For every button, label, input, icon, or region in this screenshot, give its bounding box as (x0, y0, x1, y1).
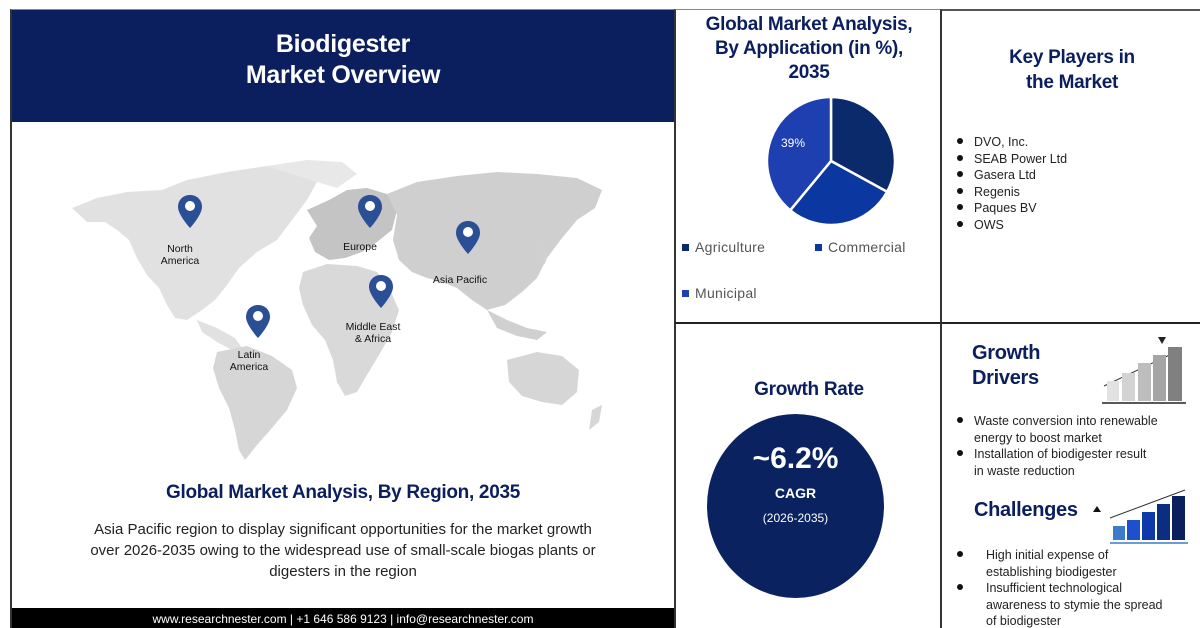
cagr-value: ~6.2% (752, 442, 839, 475)
legend-swatch (682, 289, 689, 297)
legend-commercial: Commercial (815, 239, 906, 255)
legend-agriculture: Agriculture (682, 239, 765, 255)
pie-slice-agriculture (829, 95, 897, 194)
page-title-line2: Market Overview (245, 61, 441, 89)
growth-drivers-list: Waste conversion into renewable energy to… (956, 413, 1196, 479)
cagr-circle: ~6.2% CAGR (2026-2035) (707, 414, 884, 598)
south-america-shape (213, 346, 297, 460)
drivers-challenges-panel: Growth Drivers Waste conversion into ren… (940, 322, 1200, 628)
list-item: High initial expense of establishing biod… (956, 547, 1196, 580)
challenges-list: High initial expense of establishing biod… (956, 547, 1196, 628)
legend-swatch (682, 243, 689, 251)
list-item: Installation of biodigester result in was… (956, 446, 1196, 479)
application-chart-title: Global Market Analysis, By Application (… (705, 14, 913, 83)
map-pin-latin-america-icon (246, 305, 270, 338)
legend-municipal: Municipal (682, 285, 757, 301)
region-label-europe: Europe (343, 241, 377, 253)
growth-drivers-title: Growth Drivers (972, 342, 1041, 389)
growth-rate-title: Growth Rate (754, 379, 864, 400)
region-analysis-description: Asia Pacific region to display significa… (90, 521, 596, 580)
cagr-period: (2026-2035) (762, 511, 829, 525)
region-analysis-title: Global Market Analysis, By Region, 2035 (165, 482, 520, 503)
list-item: Paques BV (956, 200, 1067, 217)
pie-slice-commercial (788, 159, 889, 227)
footer-contact: www.researchnester.com | +1 646 586 9123… (12, 608, 674, 628)
asia-shape (387, 172, 602, 310)
region-label-north-america: North America (160, 243, 200, 267)
world-map (72, 160, 602, 460)
list-item: Insufficient technological awareness to s… (956, 580, 1196, 628)
list-item: Gasera Ltd (956, 167, 1067, 184)
growth-bar-chart-icon (1102, 337, 1186, 404)
pie-slice-municipal (765, 95, 833, 213)
map-pin-europe-icon (358, 195, 382, 228)
list-item: Regenis (956, 184, 1067, 201)
list-item: Waste conversion into renewable energy to… (956, 413, 1196, 446)
market-overview-panel: Biodigester Market Overview (10, 9, 674, 628)
key-players-list: DVO, Inc. SEAB Power Ltd Gasera Ltd Rege… (956, 134, 1067, 233)
key-players-title: Key Players in the Market (1009, 47, 1135, 93)
list-item: DVO, Inc. (956, 134, 1067, 151)
region-label-middle-east-africa: Middle East & Africa (345, 321, 401, 345)
challenges-title: Challenges (974, 499, 1078, 521)
page-title-line1: Biodigester (275, 30, 411, 58)
map-pin-north-america-icon (178, 195, 202, 228)
list-item: OWS (956, 217, 1067, 234)
application-pie-chart: 39% (765, 95, 897, 227)
key-players-panel: Key Players in the Market DVO, Inc. SEAB… (940, 9, 1200, 322)
growth-rate-panel: Growth Rate ~6.2% CAGR (2026-2035) (674, 322, 940, 628)
region-label-latin-america: Latin America (229, 349, 269, 373)
map-pin-middle-east-africa-icon (369, 275, 393, 308)
application-analysis-panel: Global Market Analysis, By Application (… (674, 9, 940, 322)
legend-swatch (815, 243, 822, 251)
list-item: SEAB Power Ltd (956, 151, 1067, 168)
title-banner: Biodigester Market Overview (12, 10, 674, 122)
australia-shape (507, 352, 579, 405)
north-america-shape (72, 166, 317, 320)
pie-data-label: 39% (781, 136, 805, 150)
cagr-label: CAGR (774, 485, 817, 501)
map-pin-asia-pacific-icon (456, 221, 480, 254)
region-label-asia-pacific: Asia Pacific (432, 274, 488, 286)
challenges-bar-chart-icon (1093, 489, 1188, 544)
